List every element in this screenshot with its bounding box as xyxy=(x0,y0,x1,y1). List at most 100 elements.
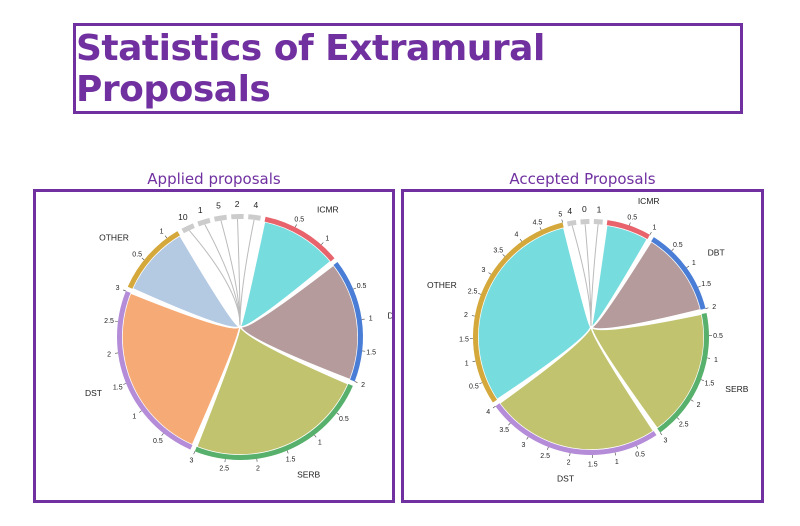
tick-label: 2.5 xyxy=(540,453,550,460)
group-arc-4 xyxy=(248,214,261,221)
group-label-4: 4 xyxy=(567,206,572,216)
tick-label: 0.5 xyxy=(357,283,367,290)
tick-label: 3 xyxy=(521,442,525,449)
tick-label: 1.5 xyxy=(588,461,598,468)
tick-label: 3.5 xyxy=(499,427,509,434)
tick-label: 0.5 xyxy=(339,416,349,423)
chord-ribbon-dbt xyxy=(590,240,702,330)
chord-ribbon-serb xyxy=(590,313,705,430)
group-label-1: 1 xyxy=(198,205,203,215)
tick-mark xyxy=(690,399,694,402)
tick-label: 2 xyxy=(464,312,468,319)
group-label-dbt: DBT xyxy=(708,248,725,258)
tick-label: 1 xyxy=(160,228,164,235)
tick-label: 0.5 xyxy=(713,333,723,340)
tick-label: 1.5 xyxy=(366,349,376,356)
tick-mark xyxy=(629,222,631,226)
tick-mark xyxy=(547,446,549,450)
tick-mark xyxy=(488,272,492,275)
group-arc-serb xyxy=(194,383,353,460)
tick-mark xyxy=(707,357,711,359)
tick-mark xyxy=(141,257,145,261)
tick-mark xyxy=(193,451,196,455)
tick-mark xyxy=(539,227,542,231)
tick-label: 1 xyxy=(465,360,469,367)
tick-label: 2.5 xyxy=(679,421,689,428)
tick-label: 0.5 xyxy=(469,384,479,391)
tick-mark xyxy=(659,432,663,436)
group-label-4: 4 xyxy=(254,200,259,210)
group-arc-other xyxy=(127,231,180,289)
chord-link-4 xyxy=(239,219,255,326)
tick-mark xyxy=(700,379,704,381)
tick-mark xyxy=(697,285,701,288)
tick-label: 2.5 xyxy=(104,318,114,325)
tick-label: 1 xyxy=(132,414,136,421)
tick-mark xyxy=(705,307,709,309)
tick-label: 3 xyxy=(190,457,194,464)
page-title: Statistics of Extramural Proposals xyxy=(76,27,545,110)
tick-mark xyxy=(614,452,616,456)
tick-mark xyxy=(478,293,482,295)
tick-label: 2 xyxy=(567,459,571,466)
group-label-dst: DST xyxy=(85,388,102,398)
tick-mark xyxy=(636,445,639,449)
group-label-10: 10 xyxy=(178,212,188,222)
tick-mark xyxy=(294,224,297,228)
group-arc-1 xyxy=(593,219,603,225)
chord-ribbon-serb xyxy=(195,324,350,456)
tick-label: 2 xyxy=(697,402,701,409)
tick-label: 1.5 xyxy=(701,281,711,288)
tick-label: 1.5 xyxy=(286,456,296,463)
tick-label: 3 xyxy=(482,267,486,274)
tick-mark xyxy=(526,436,529,440)
tick-label: 3 xyxy=(664,437,668,444)
group-arc-dst xyxy=(116,291,193,450)
group-arc-4 xyxy=(566,219,577,227)
group-label-icmr: ICMR xyxy=(638,196,660,206)
tick-mark xyxy=(686,265,690,269)
group-arc-dbt xyxy=(651,237,706,310)
tick-mark xyxy=(472,360,476,362)
group-label-0: 0 xyxy=(582,204,587,214)
tick-mark xyxy=(649,232,652,235)
chord-ribbon-other xyxy=(477,226,592,401)
tick-label: 0.5 xyxy=(635,452,645,459)
chord-link-1 xyxy=(590,224,599,326)
tick-label: 1.5 xyxy=(459,336,469,343)
tick-label: 0.5 xyxy=(627,214,637,221)
tick-label: 2.5 xyxy=(219,466,229,473)
group-arc-serb xyxy=(657,312,709,433)
tick-label: 4.5 xyxy=(533,219,543,226)
tick-mark xyxy=(321,242,324,245)
tick-mark xyxy=(502,254,506,257)
tick-mark xyxy=(353,287,357,290)
tick-label: 3 xyxy=(116,285,120,292)
group-arc-other xyxy=(473,222,564,403)
group-label-dbt: DBT xyxy=(387,311,392,321)
tick-label: 1 xyxy=(369,316,373,323)
group-label-serb: SERB xyxy=(297,470,320,480)
chord-ribbon-dst xyxy=(498,325,655,451)
group-label-icmr: ICMR xyxy=(317,204,339,214)
group-arc-10 xyxy=(181,223,195,234)
group-arc-0 xyxy=(580,219,590,225)
applied-chord-chart: 0.5 1 0.5 1 1.5 2 0.5 1 1.5 2 2.5 3 0.5 1 1.5 2 2.5 3 0.5 1… xyxy=(85,199,392,480)
group-arc-2 xyxy=(231,214,244,220)
applied-proposals-panel: 0.5 1 0.5 1 1.5 2 0.5 1 1.5 2 2.5 3 0.5 1 1.5 2 2.5 3 0.5 1… xyxy=(33,189,395,503)
tick-mark xyxy=(676,417,680,420)
chord-ribbon-dbt xyxy=(239,263,359,381)
tick-mark xyxy=(314,434,317,438)
tick-label: 4 xyxy=(515,232,519,239)
tick-label: 1 xyxy=(692,260,696,267)
tick-label: 1 xyxy=(325,235,329,242)
tick-label: 2.5 xyxy=(468,289,478,296)
group-label-dst: DST xyxy=(557,474,574,484)
tick-mark xyxy=(561,219,563,223)
group-label-serb: SERB xyxy=(725,384,748,394)
tick-label: 0.5 xyxy=(132,252,142,259)
chord-ribbon-other xyxy=(131,234,241,329)
tick-label: 1 xyxy=(318,440,322,447)
tick-mark xyxy=(138,410,142,413)
tick-label: 1 xyxy=(714,357,718,364)
